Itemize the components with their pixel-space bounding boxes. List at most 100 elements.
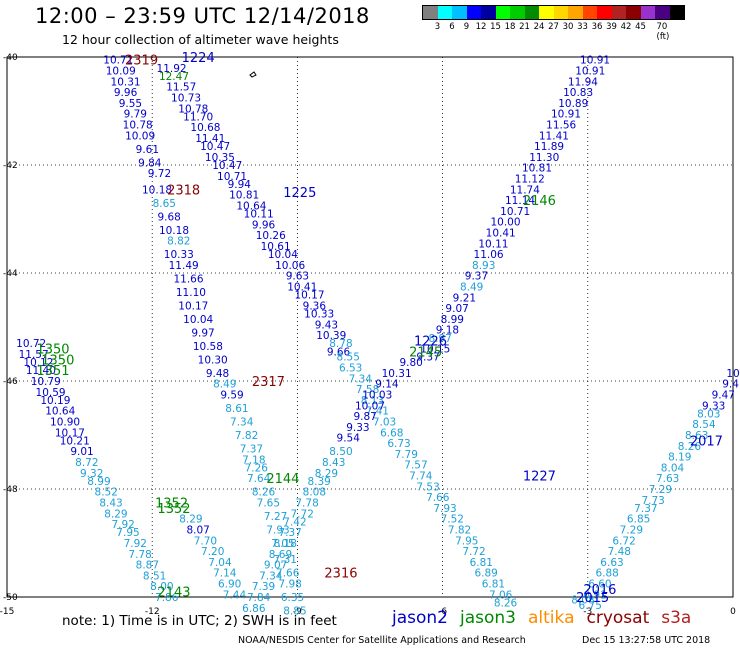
swh-value: 10.15 xyxy=(420,344,450,356)
swh-value: 10.47 xyxy=(212,160,242,172)
swh-value: 10.73 xyxy=(171,93,201,105)
legend-swatch xyxy=(437,6,452,19)
swh-value: 7.14 xyxy=(213,568,237,580)
satellite-legend: jason2 jason3 altika cryosat s3a xyxy=(392,608,703,628)
swh-value: 10.78 xyxy=(123,120,153,132)
swh-value: 9.59 xyxy=(220,390,243,402)
swh-value: 9.32 xyxy=(80,468,103,480)
map-grid xyxy=(6,56,734,598)
swh-value: 6.72 xyxy=(612,535,635,547)
legend-swatches xyxy=(422,5,685,20)
swh-value: 6.73 xyxy=(387,438,410,450)
credit-line: NOAA/NESDIS Center for Satellite Applica… xyxy=(238,635,526,646)
swh-value: 9.68 xyxy=(157,211,180,223)
swh-value: 8.99 xyxy=(87,476,110,488)
swh-value: 7.92 xyxy=(111,519,134,531)
swh-value: 10.64 xyxy=(45,406,75,418)
lat-tick-label: -40 xyxy=(3,53,18,63)
pass-id-label: 1350 xyxy=(36,343,69,358)
swh-value: 6.86 xyxy=(242,603,266,615)
swh-value: 6.88 xyxy=(595,568,618,580)
swh-value: 10.11 xyxy=(478,238,508,250)
swh-value: 10.33 xyxy=(164,249,194,261)
swh-value: 8.87 xyxy=(136,560,159,572)
pass-id-label: 2318 xyxy=(167,183,200,198)
swh-value: 8.99 xyxy=(441,314,464,326)
swh-value: 11.14 xyxy=(505,195,535,207)
swh-value: 9.66 xyxy=(327,346,351,358)
swh-value: 8.69 xyxy=(269,549,292,561)
swh-value: 8.00 xyxy=(150,581,173,593)
swh-value: 7.03 xyxy=(373,417,396,429)
swh-value: 10.03 xyxy=(362,390,392,402)
swh-value: 6.75 xyxy=(579,600,602,612)
swh-value: 7.93 xyxy=(266,525,289,537)
swh-value: 9.63 xyxy=(286,271,309,283)
swh-value: 8.29 xyxy=(315,468,338,480)
legend-tick: 36 xyxy=(591,22,603,32)
legend-swatch xyxy=(568,6,583,19)
swh-value: 9.79 xyxy=(124,109,147,121)
swh-value: 9.94 xyxy=(228,179,252,191)
swh-value: 9.97 xyxy=(191,327,214,339)
swh-value: 10.41 xyxy=(287,282,317,294)
swh-value: 10.78 xyxy=(178,103,208,115)
swh-value: 10.33 xyxy=(304,309,334,321)
swh-value: 9.84 xyxy=(138,157,162,169)
swh-value: 10.58 xyxy=(193,341,223,353)
swh-value: 10.17 xyxy=(55,427,85,439)
pass-id-label: 1227 xyxy=(523,470,556,485)
swh-value: 10.06 xyxy=(275,260,305,272)
lat-tick-label: -44 xyxy=(3,269,18,279)
swh-value: 8.39 xyxy=(307,476,330,488)
swh-value: 7.37 xyxy=(634,503,657,515)
swh-value: 8.49 xyxy=(213,379,236,391)
swh-value: 11.41 xyxy=(195,133,225,145)
lat-tick-label: -42 xyxy=(3,161,18,171)
swh-value: 7.39 xyxy=(252,581,275,593)
swh-value: 7.06 xyxy=(489,589,513,601)
swh-value: 9.54 xyxy=(337,433,361,445)
lat-tick-label: -46 xyxy=(3,377,18,387)
swh-values: 10.7110.0910.319.969.559.7910.7810.099.6… xyxy=(16,55,740,618)
swh-value: 8.18 xyxy=(274,538,297,550)
lon-tick-label: -9 xyxy=(293,607,302,617)
swh-value: 8.50 xyxy=(329,446,352,458)
swh-value: 7.82 xyxy=(448,525,471,537)
swh-value: 7.26 xyxy=(245,462,269,474)
swh-value: 10.35 xyxy=(205,152,235,164)
swh-value: 7.18 xyxy=(242,454,265,466)
satellite-jason2: jason2 xyxy=(392,608,448,628)
swh-value: 10.00 xyxy=(490,217,520,229)
legend-swatch xyxy=(597,6,612,19)
pass-id-label: 1350 xyxy=(41,353,74,368)
swh-value: 8.08 xyxy=(571,595,594,607)
swh-value: 9.21 xyxy=(453,292,476,304)
legend-swatch xyxy=(539,6,554,19)
swh-value: 11.06 xyxy=(474,249,504,261)
swh-value: 9.96 xyxy=(114,87,138,99)
swh-value: 10.91 xyxy=(580,55,610,67)
legend-swatch xyxy=(582,6,597,19)
swh-value: 8.51 xyxy=(143,570,166,582)
swh-value: 6.90 xyxy=(218,579,241,591)
swh-value: 11.56 xyxy=(546,120,576,132)
legend-tick: 30 xyxy=(562,22,574,32)
swh-value: 11.12 xyxy=(515,174,545,186)
swh-value: 8.63 xyxy=(685,430,708,442)
swh-value: 10.68 xyxy=(190,122,220,134)
swh-value: 8.82 xyxy=(167,236,190,248)
swh-value: 7.65 xyxy=(257,498,280,510)
swh-value: 7.72 xyxy=(462,546,485,558)
swh-value: 10.12 xyxy=(23,357,53,369)
swh-value: 7.79 xyxy=(395,449,418,461)
swh-value: 6.63 xyxy=(600,557,623,569)
swh-value: 7.44 xyxy=(223,589,247,601)
swh-value: 8.03 xyxy=(697,408,720,420)
swh-value: 10.81 xyxy=(522,163,552,175)
swh-value: 7.86 xyxy=(155,592,179,604)
swh-value: 7.64 xyxy=(247,473,271,485)
swh-value: 7.31 xyxy=(274,554,297,566)
swh-value: 7.41 xyxy=(366,406,389,418)
legend-swatch xyxy=(626,6,641,19)
